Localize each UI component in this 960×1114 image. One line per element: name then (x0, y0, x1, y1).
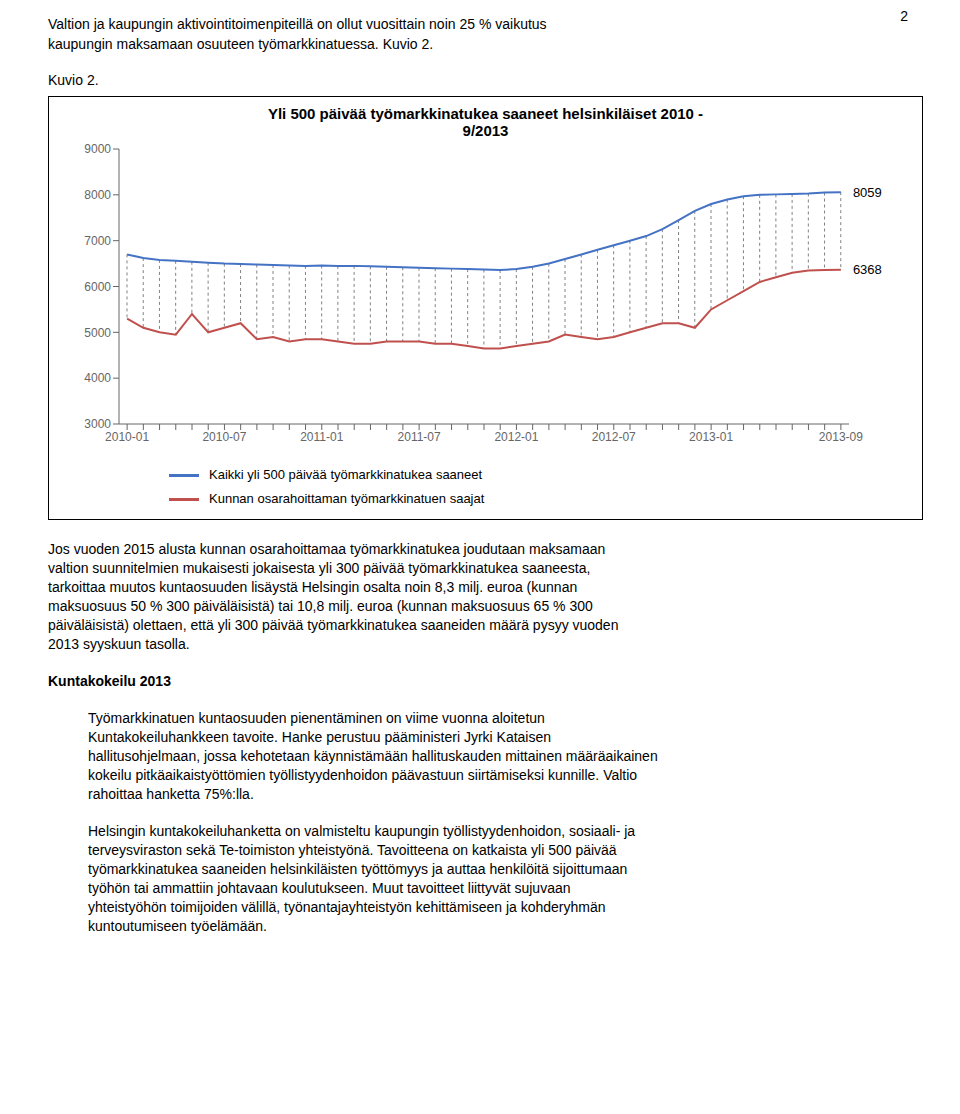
html-text:Työmarkkinatuen kuntaosuuden p: Työmarkkinatuen kuntaosuuden pienentämin… (88, 710, 545, 726)
svg-text:2010-07: 2010-07 (202, 430, 246, 444)
html-text:Yli 500 päivää työmarkkinatuke: Yli 500 päivää työmarkkinatukea saaneet … (267, 105, 704, 139)
html-text:maksuosuus 50 % 300 päiväläisi: maksuosuus 50 % 300 päiväläisistä) tai 1… (48, 598, 593, 614)
svg-text:2012-01: 2012-01 (494, 430, 538, 444)
html-text:hallitusohjelmaan, jossa kehot: hallitusohjelmaan, jossa kehotetaan käyn… (88, 748, 658, 764)
html-text:työhön tai ammattiin johtavaan: työhön tai ammattiin johtavaan koulutuks… (88, 880, 571, 896)
svg-text:6368: 6368 (853, 262, 882, 277)
html-text:Valtion ja kaupungin aktivoint: Valtion ja kaupungin aktivointitoimenpit… (48, 16, 547, 32)
html-text:rahoittaa hanketta 75%:lla.: rahoittaa hanketta 75%:lla. (88, 786, 254, 802)
html-text:kokeilu pitkäaikaistyöttömien: kokeilu pitkäaikaistyöttömien työllistyy… (88, 767, 638, 783)
html-text:Helsingin kuntakokeiluhanketta: Helsingin kuntakokeiluhanketta on valmis… (88, 823, 636, 839)
html-text:terveysviraston sekä Te-toimis: terveysviraston sekä Te-toimiston yhteis… (88, 842, 617, 858)
svg-text:2011-01: 2011-01 (300, 430, 343, 444)
svg-text:2012-07: 2012-07 (592, 430, 636, 444)
html-text:yhteistyöhön toimijoiden välil: yhteistyöhön toimijoiden välillä, työnan… (88, 899, 606, 915)
svg-text:9000: 9000 (84, 142, 111, 156)
svg-text:7000: 7000 (84, 234, 111, 248)
html-text:Kunnan osarahoittaman työmarkk: Kunnan osarahoittaman työmarkkinatuen sa… (209, 491, 485, 506)
html-text:Kaikki yli 500 päivää työmarkk: Kaikki yli 500 päivää työmarkkinatukea s… (209, 467, 483, 482)
html-text:kaupungin maksamaan osuuteen t: kaupungin maksamaan osuuteen työmarkkina… (48, 36, 434, 52)
svg-text:8059: 8059 (853, 185, 882, 200)
html-text:Kuntakokeilu 2013: Kuntakokeilu 2013 (48, 673, 171, 689)
html-text:2013 syyskuun tasolla.: 2013 syyskuun tasolla. (48, 636, 190, 652)
html-text:Kuntakokeiluhankkeen tavoite.: Kuntakokeiluhankkeen tavoite. Hanke peru… (88, 729, 551, 745)
html-text:Kuvio 2.: Kuvio 2. (48, 72, 99, 88)
svg-text:4000: 4000 (84, 371, 111, 385)
html-text:kuntoutumiseen työelämään.: kuntoutumiseen työelämään. (88, 918, 267, 934)
svg-text:3000: 3000 (84, 417, 111, 431)
html-text:työmarkkinatukea saaneiden hel: työmarkkinatukea saaneiden helsinkiläist… (88, 861, 628, 877)
html-text:Jos vuoden 2015 alusta kunnan: Jos vuoden 2015 alusta kunnan osarahoitt… (48, 541, 606, 557)
html-text:tarkoittaa muutos kuntaosuuden: tarkoittaa muutos kuntaosuuden lisäystä … (48, 579, 578, 595)
svg-text:2010-01: 2010-01 (105, 430, 149, 444)
svg-text:2013-01: 2013-01 (689, 430, 733, 444)
svg-text:2013-09: 2013-09 (819, 430, 863, 444)
svg-text:8000: 8000 (84, 188, 111, 202)
svg-text:6000: 6000 (84, 280, 111, 294)
html-text:2: 2 (900, 8, 908, 24)
svg-text:2011-07: 2011-07 (398, 430, 441, 444)
html-text:päiväläisistä) olettaen, että: päiväläisistä) olettaen, että yli 300 pä… (48, 617, 619, 633)
svg-text:5000: 5000 (84, 326, 111, 340)
html-text:valtion suunnitelmien mukaises: valtion suunnitelmien mukaisesti jokaise… (48, 560, 591, 576)
